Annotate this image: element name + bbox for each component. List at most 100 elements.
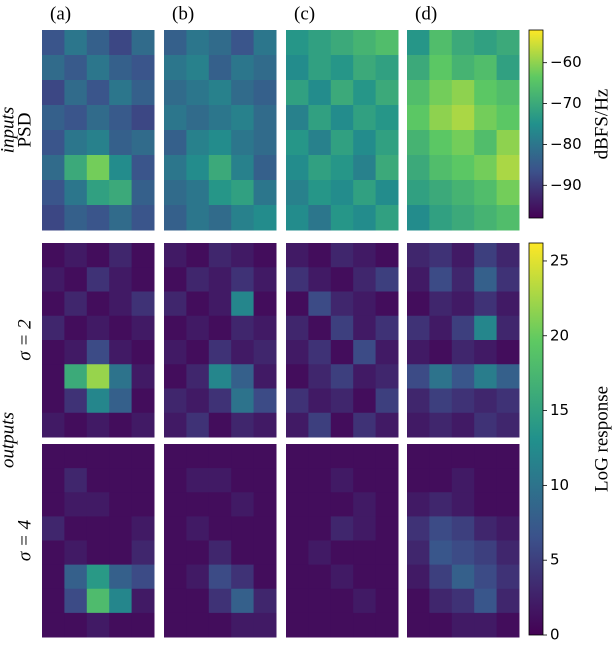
heatmap-cell xyxy=(186,155,210,181)
heatmap-cell xyxy=(131,412,155,438)
heatmap-cell xyxy=(375,564,399,590)
heatmap-cell xyxy=(208,180,232,206)
heatmap-cell xyxy=(131,564,155,590)
heatmap-cell xyxy=(131,80,155,106)
heatmap-cell xyxy=(330,588,354,614)
heatmap-cell xyxy=(86,315,110,341)
heatmap-cell xyxy=(131,444,155,469)
heatmap-cell xyxy=(231,315,255,341)
heatmap-cell xyxy=(330,55,354,81)
heatmap-cell xyxy=(86,291,110,317)
heatmap-cell xyxy=(407,155,430,181)
heatmap-cell xyxy=(353,540,377,566)
heatmap-cell xyxy=(164,180,187,206)
heatmap-cell xyxy=(131,267,155,292)
heatmap-cell xyxy=(286,130,309,156)
heatmap-cell xyxy=(131,612,155,638)
heatmap-cell xyxy=(286,540,309,566)
heatmap-cell xyxy=(330,80,354,106)
heatmap-cell xyxy=(109,340,133,365)
heatmap-cell xyxy=(86,130,110,156)
heatmap-cell xyxy=(375,55,399,81)
heatmap-cell xyxy=(451,291,475,317)
heatmap-cell xyxy=(286,105,309,131)
heatmap-cell xyxy=(353,516,377,541)
heatmap-cell xyxy=(308,540,332,566)
heatmap-cell xyxy=(186,516,210,541)
heatmap-cell xyxy=(375,388,399,414)
column-label: (d) xyxy=(415,3,437,24)
heatmap-cell xyxy=(330,267,354,292)
heatmap-cell xyxy=(375,412,399,438)
colorbar-tick-label: 10 xyxy=(550,476,569,494)
heatmap-cell xyxy=(496,30,520,56)
heatmap-cell xyxy=(308,243,332,268)
heatmap-cell xyxy=(286,243,309,268)
heatmap-cell xyxy=(451,243,475,268)
heatmap-cell xyxy=(375,364,399,389)
heatmap-cell xyxy=(64,516,88,541)
heatmap-cell xyxy=(253,205,277,231)
heatmap-cell xyxy=(253,180,277,206)
heatmap-cell xyxy=(375,444,399,469)
heatmap-cell xyxy=(407,588,430,614)
heatmap-cell xyxy=(109,412,133,438)
heatmap-cell xyxy=(407,243,430,268)
heatmap-cell xyxy=(86,267,110,292)
row-label: σ = 4 xyxy=(14,519,35,561)
heatmap-cell xyxy=(253,540,277,566)
heatmap-cell xyxy=(253,105,277,131)
heatmap-cell xyxy=(353,412,377,438)
heatmap-cell xyxy=(253,243,277,268)
heatmap-cell xyxy=(474,364,498,389)
heatmap-cell xyxy=(375,155,399,181)
heatmap-cell xyxy=(164,267,187,292)
heatmap-cell xyxy=(407,30,430,56)
heatmap-cell xyxy=(64,588,88,614)
heatmap-cell xyxy=(131,30,155,56)
heatmap-cell xyxy=(131,340,155,365)
heatmap-cell xyxy=(353,30,377,56)
heatmap-cell xyxy=(109,291,133,317)
heatmap-cell xyxy=(64,564,88,590)
heatmap-cell xyxy=(186,340,210,365)
heatmap-cell xyxy=(131,291,155,317)
heatmap-cell xyxy=(308,205,332,231)
heatmap-cell xyxy=(64,315,88,341)
heatmap-cell xyxy=(451,588,475,614)
heatmap-cell xyxy=(308,588,332,614)
heatmap-cell xyxy=(286,55,309,81)
heatmap-cell xyxy=(429,444,453,469)
heatmap-cell xyxy=(253,340,277,365)
column-label: (c) xyxy=(294,3,315,24)
heatmap-cell xyxy=(109,55,133,81)
heatmap-cell xyxy=(64,612,88,638)
heatmap-cell xyxy=(42,180,65,206)
heatmap-cell xyxy=(330,388,354,414)
heatmap-cell xyxy=(186,492,210,517)
heatmap-cell xyxy=(231,180,255,206)
heatmap-cell xyxy=(330,205,354,231)
heatmap-cell xyxy=(208,388,232,414)
heatmap-cell xyxy=(109,267,133,292)
heatmap-cell xyxy=(353,243,377,268)
heatmap-cell xyxy=(64,267,88,292)
heatmap-cell xyxy=(164,388,187,414)
heatmap-cell xyxy=(164,588,187,614)
heatmap-cell xyxy=(208,412,232,438)
heatmap-cell xyxy=(474,130,498,156)
heatmap-cell xyxy=(407,180,430,206)
heatmap-cell xyxy=(186,130,210,156)
heatmap-cell xyxy=(231,516,255,541)
heatmap-cell xyxy=(451,612,475,638)
heatmap-cell xyxy=(429,516,453,541)
heatmap-cell xyxy=(253,412,277,438)
heatmap-cell xyxy=(375,492,399,517)
heatmap-cell xyxy=(208,267,232,292)
heatmap-cell xyxy=(353,612,377,638)
heatmap-cell xyxy=(353,80,377,106)
heatmap-cell xyxy=(496,291,520,317)
heatmap-cell xyxy=(186,388,210,414)
heatmap-cell xyxy=(353,588,377,614)
heatmap-cell xyxy=(451,55,475,81)
